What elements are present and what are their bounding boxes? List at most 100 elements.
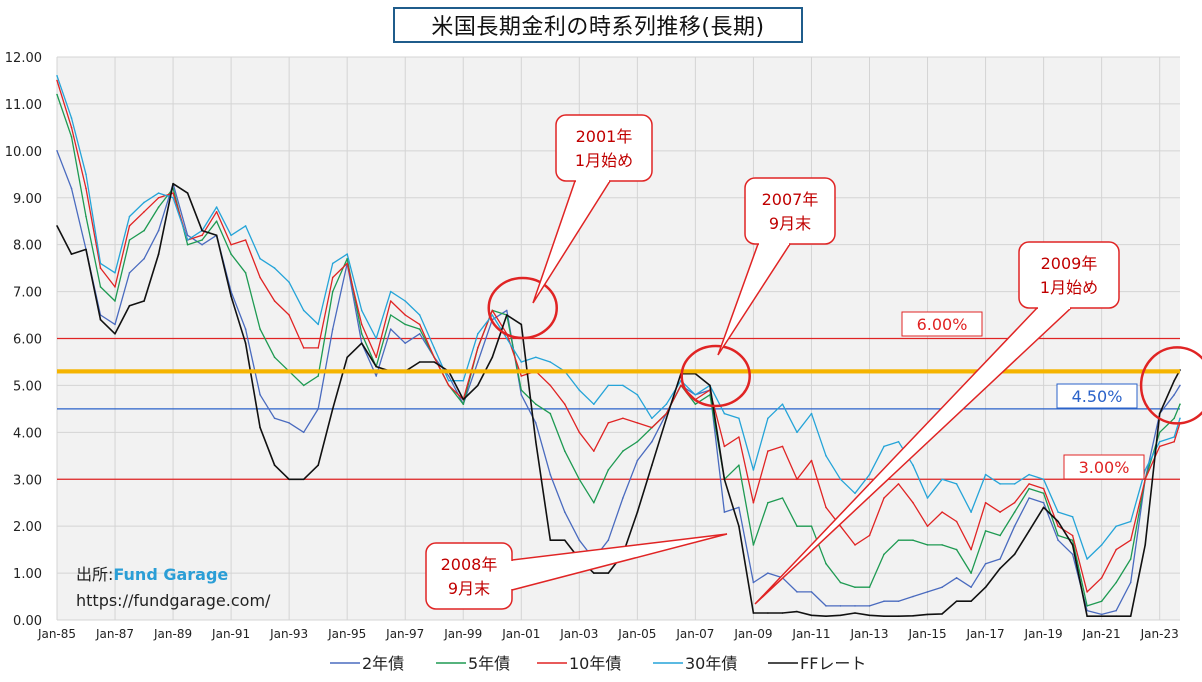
- data-point: [1057, 534, 1059, 537]
- data-point: [201, 234, 203, 237]
- data-point: [1100, 613, 1103, 616]
- data-point: [709, 384, 711, 387]
- data-point: [157, 253, 160, 255]
- data-point: [172, 197, 174, 199]
- y-tick-label: 4.00: [13, 426, 42, 441]
- data-point: [1144, 469, 1146, 471]
- data-point: [418, 328, 421, 330]
- data-point: [331, 408, 334, 410]
- data-point: [99, 262, 102, 265]
- data-point: [752, 612, 755, 614]
- data-point: [506, 314, 508, 316]
- data-point: [360, 309, 363, 312]
- data-point: [912, 501, 914, 504]
- data-point: [331, 262, 334, 265]
- data-point: [85, 215, 87, 218]
- data-point: [1071, 534, 1074, 537]
- data-point: [926, 544, 929, 546]
- annotation-callout: 2008年 9月末: [425, 533, 728, 610]
- data-point: [288, 314, 290, 316]
- data-point: [926, 591, 929, 593]
- data-point: [477, 333, 479, 335]
- data-point: [883, 497, 885, 499]
- data-point: [636, 422, 639, 424]
- callout-text: 9月末: [769, 214, 811, 233]
- data-point: [970, 586, 972, 588]
- data-point: [738, 417, 740, 420]
- source-label: 出所:: [76, 565, 114, 584]
- data-point: [1179, 417, 1181, 420]
- data-point: [738, 436, 740, 438]
- callout-seam: [509, 561, 513, 589]
- x-tick-label: Jan-95: [327, 627, 366, 641]
- data-point: [418, 333, 421, 335]
- data-point: [404, 342, 407, 345]
- data-point: [215, 220, 218, 222]
- data-point: [941, 544, 943, 546]
- data-point: [1028, 530, 1030, 532]
- data-point: [1042, 478, 1045, 481]
- chart-title: 米国長期金利の時系列推移(長期): [393, 7, 803, 43]
- callout-seam: [1038, 305, 1070, 309]
- data-point: [215, 234, 218, 237]
- data-point: [317, 464, 320, 467]
- data-point: [839, 525, 842, 527]
- data-point: [607, 572, 610, 574]
- data-point: [564, 511, 566, 513]
- data-point: [56, 225, 58, 227]
- data-point: [230, 234, 232, 237]
- data-point: [114, 300, 116, 302]
- data-point: [796, 431, 798, 434]
- source-url: https://fundgarage.com/: [76, 591, 271, 610]
- data-point: [593, 450, 595, 452]
- data-point: [912, 464, 914, 467]
- data-point: [389, 314, 392, 316]
- data-point: [1013, 553, 1016, 556]
- annotation-callout: 2007年 9月末: [717, 177, 836, 356]
- data-point: [1057, 525, 1059, 527]
- data-point: [651, 440, 653, 443]
- data-point: [825, 506, 827, 509]
- data-point: [273, 417, 276, 420]
- data-point: [302, 431, 305, 434]
- data-point: [535, 356, 537, 359]
- data-point: [1071, 544, 1074, 546]
- data-point: [186, 192, 189, 194]
- data-point: [781, 497, 784, 499]
- data-point: [854, 586, 856, 588]
- data-point: [883, 553, 885, 556]
- data-point: [883, 615, 885, 617]
- data-point: [984, 586, 987, 588]
- data-point: [680, 384, 682, 387]
- data-point: [114, 286, 116, 288]
- data-point: [810, 459, 813, 462]
- data-point: [506, 337, 508, 340]
- data-point: [868, 614, 871, 617]
- data-point: [926, 525, 929, 527]
- data-point: [70, 253, 73, 255]
- y-tick-label: 10.00: [5, 145, 42, 160]
- data-point: [259, 328, 261, 330]
- data-point: [331, 276, 334, 279]
- data-point: [346, 356, 349, 359]
- data-point: [85, 173, 87, 176]
- data-point: [70, 136, 73, 138]
- data-point: [535, 422, 537, 424]
- highlight-circle: [1139, 346, 1202, 425]
- data-point: [1100, 615, 1103, 617]
- data-point: [926, 497, 929, 499]
- data-point: [1057, 539, 1059, 541]
- source-brand: Fund Garage: [113, 565, 229, 584]
- data-point: [477, 384, 479, 387]
- data-point: [317, 408, 320, 410]
- data-point: [302, 478, 305, 481]
- data-point: [1144, 544, 1146, 546]
- data-point: [767, 417, 769, 420]
- data-point: [825, 615, 827, 617]
- data-point: [157, 197, 160, 199]
- data-point: [636, 394, 639, 396]
- data-point: [288, 422, 290, 424]
- data-point: [1042, 487, 1045, 490]
- legend-label: 2年債: [362, 654, 404, 673]
- data-point: [694, 394, 697, 396]
